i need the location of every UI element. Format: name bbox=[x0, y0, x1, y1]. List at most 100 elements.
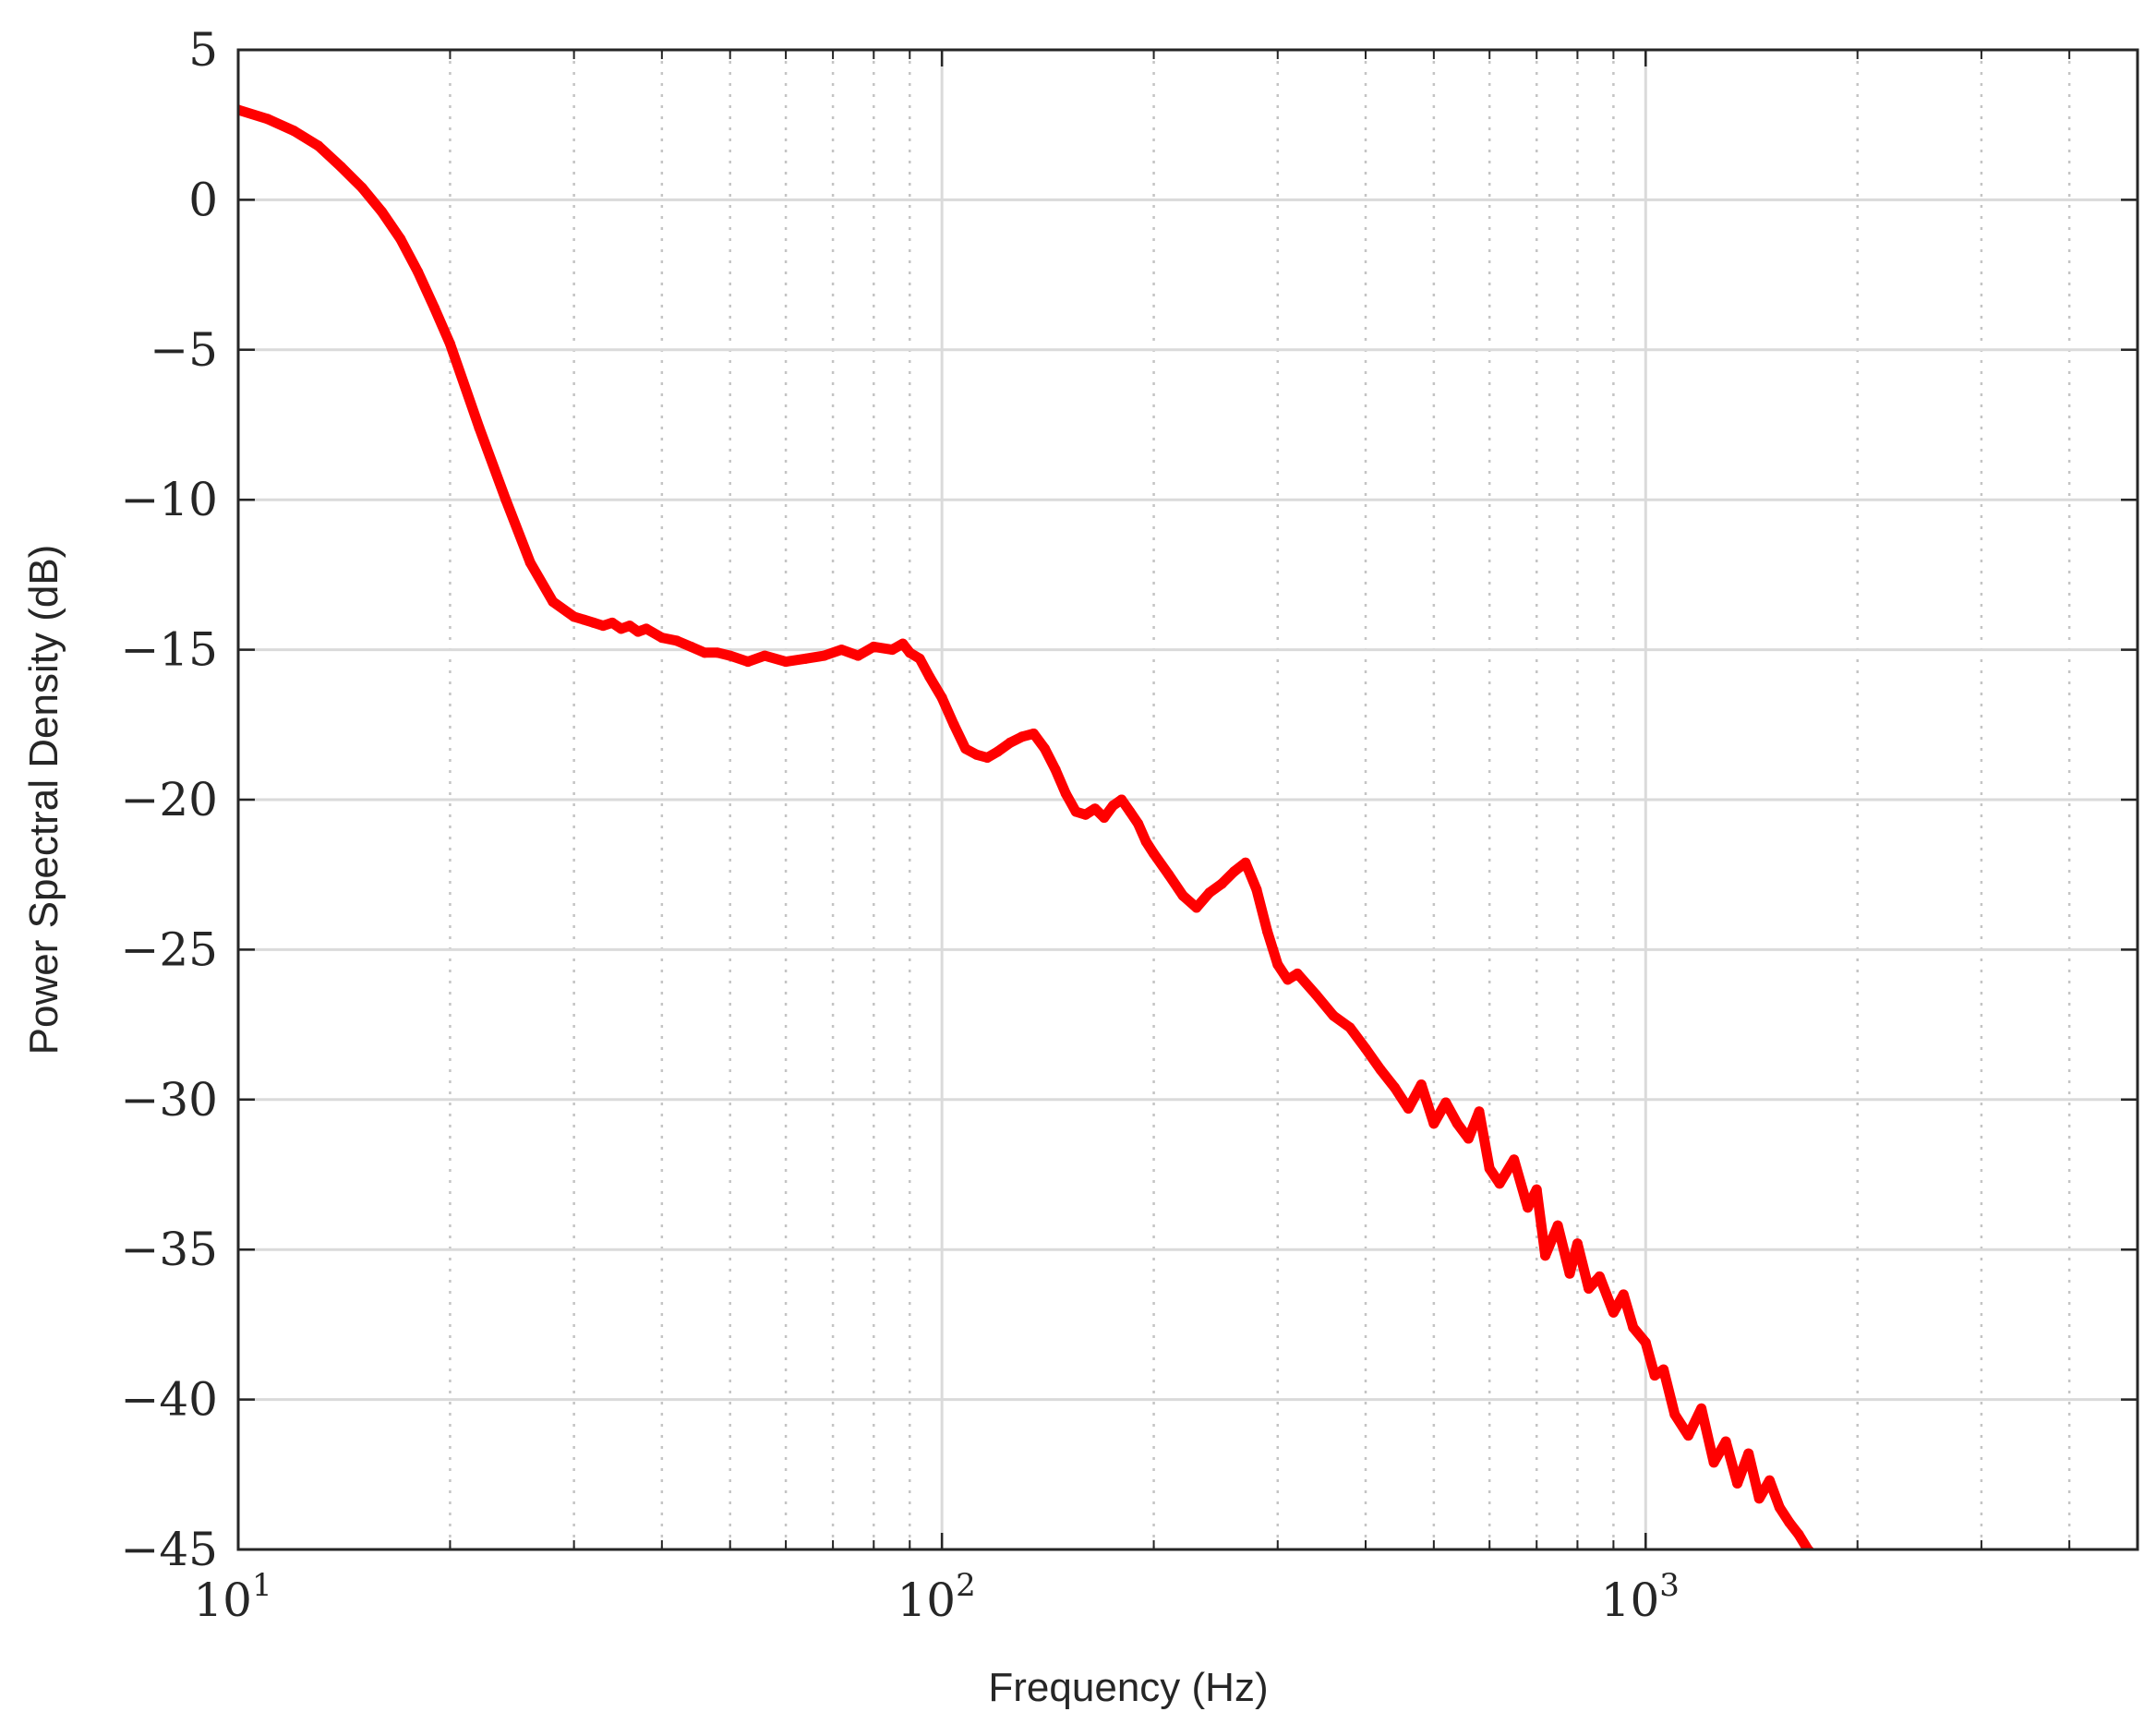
psd-data-point bbox=[500, 494, 512, 505]
psd-data-point bbox=[759, 650, 770, 661]
psd-data-point bbox=[1090, 803, 1101, 814]
psd-data-point bbox=[597, 621, 608, 632]
psd-data-point bbox=[852, 650, 863, 661]
psd-data-point bbox=[1107, 800, 1118, 811]
psd-data-point bbox=[971, 749, 982, 760]
y-tick-label: −45 bbox=[120, 1523, 218, 1576]
psd-data-point bbox=[924, 671, 935, 682]
psd-data-point bbox=[904, 647, 915, 658]
psd-data-point bbox=[1050, 765, 1061, 776]
y-tick-label: −35 bbox=[120, 1223, 218, 1276]
x-tick-label: 103 bbox=[1601, 1567, 1680, 1627]
tick-marks bbox=[236, 48, 2138, 1551]
psd-data-point bbox=[1440, 1097, 1451, 1108]
psd-data-point bbox=[1060, 789, 1071, 800]
psd-data-point bbox=[1608, 1307, 1619, 1318]
y-tick-label: −30 bbox=[120, 1073, 218, 1127]
psd-data-point bbox=[1649, 1370, 1660, 1381]
psd-data-point bbox=[1552, 1220, 1563, 1231]
y-tick-label: −25 bbox=[120, 922, 218, 976]
psd-data-point bbox=[948, 719, 959, 730]
psd-data-point bbox=[1618, 1289, 1629, 1300]
psd-data-point bbox=[313, 140, 324, 151]
psd-data-point bbox=[1774, 1502, 1785, 1513]
psd-data-point bbox=[800, 653, 811, 664]
psd-data-point bbox=[1390, 1082, 1401, 1093]
psd-data-point bbox=[1764, 1475, 1775, 1486]
psd-data-point bbox=[548, 597, 559, 608]
y-axis-label: Power Spectral Density (dB) bbox=[21, 545, 66, 1055]
y-tick-label: 0 bbox=[188, 173, 218, 226]
psd-data-point bbox=[262, 114, 273, 125]
x-axis-label: Frequency (Hz) bbox=[988, 1665, 1268, 1710]
psd-data-point bbox=[1732, 1478, 1743, 1489]
y-tick-label: −40 bbox=[120, 1373, 218, 1427]
psd-data-point bbox=[699, 647, 710, 658]
psd-data-point bbox=[1080, 809, 1091, 820]
psd-data-point bbox=[671, 635, 682, 646]
y-tick-label: 5 bbox=[188, 23, 218, 77]
psd-data-point bbox=[524, 557, 536, 568]
psd-data-point bbox=[474, 422, 485, 433]
x-tick-label-base: 10 bbox=[897, 1573, 957, 1627]
psd-data-point bbox=[588, 617, 599, 628]
psd-data-point bbox=[1272, 959, 1283, 970]
psd-data-point bbox=[1509, 1154, 1520, 1165]
psd-data-point bbox=[641, 623, 652, 634]
psd-data-point bbox=[1191, 902, 1202, 913]
psd-data-point bbox=[1017, 731, 1028, 742]
y-tick-label: −10 bbox=[120, 473, 218, 526]
psd-data-point bbox=[1640, 1337, 1651, 1348]
psd-data-point bbox=[992, 746, 1003, 757]
psd-data-point bbox=[1658, 1364, 1669, 1375]
psd-data-point bbox=[1216, 878, 1227, 889]
psd-data-point bbox=[1540, 1250, 1551, 1261]
psd-data-point bbox=[1474, 1106, 1485, 1117]
psd-data-point bbox=[1262, 926, 1273, 937]
psd-data-point bbox=[288, 126, 299, 137]
psd-data-point bbox=[868, 641, 879, 652]
psd-data-point bbox=[1708, 1457, 1719, 1468]
psd-data-point bbox=[780, 657, 791, 668]
psd-data-point bbox=[428, 302, 440, 313]
psd-data-point bbox=[1793, 1529, 1804, 1540]
psd-data-point bbox=[1116, 794, 1127, 805]
psd-data-point bbox=[1531, 1184, 1542, 1195]
psd-data-point bbox=[1683, 1430, 1694, 1441]
psd-data-point bbox=[569, 611, 580, 622]
psd-data-point bbox=[1310, 989, 1321, 1000]
psd-data-point bbox=[914, 653, 925, 664]
psd-data-point bbox=[1784, 1517, 1795, 1528]
x-tick-label-base: 10 bbox=[1601, 1573, 1660, 1627]
psd-data-point bbox=[1005, 737, 1016, 748]
x-tick-label-exponent: 3 bbox=[1659, 1567, 1680, 1604]
psd-data-point bbox=[1204, 887, 1215, 898]
psd-data-point bbox=[356, 182, 367, 193]
psd-data-point bbox=[1228, 866, 1239, 877]
psd-data-point bbox=[1125, 806, 1136, 817]
psd-data-point bbox=[1375, 1064, 1386, 1075]
psd-data-point bbox=[1099, 812, 1110, 823]
psd-data-point bbox=[1463, 1133, 1474, 1144]
psd-data-point bbox=[1564, 1268, 1575, 1279]
psd-data-point bbox=[1177, 890, 1188, 901]
x-tick-label-exponent: 1 bbox=[252, 1567, 272, 1604]
psd-data-point bbox=[685, 641, 696, 652]
psd-data-point bbox=[1070, 806, 1081, 817]
psd-data-point bbox=[1484, 1163, 1495, 1175]
psd-data-point bbox=[1403, 1103, 1414, 1115]
psd-data-point bbox=[335, 162, 346, 173]
psd-data-point bbox=[725, 650, 736, 661]
data-series-layer bbox=[238, 104, 1815, 1549]
psd-data-point bbox=[1451, 1118, 1463, 1129]
psd-data-point bbox=[607, 617, 618, 628]
psd-data-point bbox=[1628, 1322, 1639, 1333]
psd-data-point bbox=[377, 206, 388, 217]
psd-data-point bbox=[1133, 818, 1144, 829]
psd-data-point bbox=[1149, 848, 1160, 859]
psd-data-point bbox=[578, 614, 589, 625]
psd-data-point bbox=[1720, 1436, 1731, 1447]
